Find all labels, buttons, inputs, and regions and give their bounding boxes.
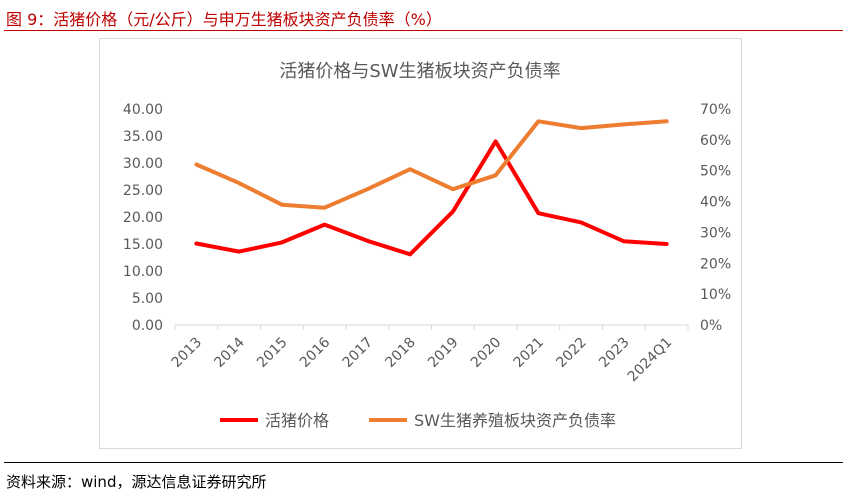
data-point-ratio <box>494 173 498 177</box>
y-left-tick-label: 35.00 <box>123 129 163 145</box>
x-tick-label: 2020 <box>468 334 505 371</box>
top-divider <box>4 30 843 31</box>
x-tick-label: 2013 <box>169 334 206 371</box>
data-point-ratio <box>194 163 198 167</box>
legend-label-ratio: SW生猪养殖板块资产负债率 <box>414 411 616 430</box>
data-point-price <box>579 220 583 224</box>
data-point-price <box>494 139 498 143</box>
x-tick-label: 2017 <box>340 334 377 371</box>
bottom-divider <box>4 462 843 463</box>
y-right-tick-label: 70% <box>700 102 731 118</box>
data-point-price <box>237 250 241 254</box>
legend: 活猪价格 SW生猪养殖板块资产负债率 <box>220 411 616 430</box>
data-point-price <box>323 223 327 227</box>
y-left-tick-label: 25.00 <box>123 183 163 199</box>
data-point-ratio <box>622 122 626 126</box>
x-tick-label: 2023 <box>596 334 633 371</box>
y-right-tick-label: 50% <box>700 164 731 180</box>
x-tick-label: 2018 <box>382 334 419 371</box>
series-line-price <box>194 139 669 257</box>
data-point-ratio <box>451 187 455 191</box>
y-left-tick-label: 15.00 <box>123 237 163 253</box>
data-point-ratio <box>365 187 369 191</box>
data-point-price <box>451 210 455 214</box>
line-chart: 活猪价格与SW生猪板块资产负债率 2013 2014 2015 2016 2017 201… <box>123 61 731 430</box>
data-point-price <box>665 242 669 246</box>
series-line-ratio <box>194 119 669 210</box>
x-tick-label: 2024Q1 <box>625 334 676 385</box>
data-point-price <box>408 252 412 256</box>
x-tick-label: 2021 <box>511 334 548 371</box>
y-left-tick-label: 40.00 <box>123 102 163 118</box>
data-point-ratio <box>665 119 669 123</box>
x-tick-label: 2016 <box>297 334 334 371</box>
data-point-price <box>194 241 198 245</box>
data-point-ratio <box>237 181 241 185</box>
chart-container: 活猪价格与SW生猪板块资产负债率 2013 2014 2015 2016 2017 201… <box>99 38 742 449</box>
legend-label-price: 活猪价格 <box>265 411 329 430</box>
y-right-tick-label: 20% <box>700 256 731 272</box>
data-point-ratio <box>408 167 412 171</box>
data-point-ratio <box>536 119 540 123</box>
series-lines <box>194 119 669 257</box>
chart-title: 活猪价格与SW生猪板块资产负债率 <box>279 61 560 82</box>
data-point-ratio <box>579 126 583 130</box>
y-right-tick-label: 10% <box>700 287 731 303</box>
y-left-tick-label: 20.00 <box>123 210 163 226</box>
y-left-tick-label: 0.00 <box>132 318 163 334</box>
y-left-tick-label: 10.00 <box>123 264 163 280</box>
x-tick-label: 2019 <box>425 334 462 371</box>
data-point-price <box>365 239 369 243</box>
y-right-tick-label: 30% <box>700 225 731 241</box>
data-point-ratio <box>323 206 327 210</box>
y-right-tick-label: 60% <box>700 133 731 149</box>
x-tick-label: 2022 <box>553 334 590 371</box>
y-right-tick-label: 0% <box>700 318 722 334</box>
figure-title: 图 9：活猪价格（元/公斤）与申万生猪板块资产负债率（%） <box>6 10 442 29</box>
y-left-tick-label: 5.00 <box>132 291 163 307</box>
data-point-price <box>536 211 540 215</box>
data-point-ratio <box>280 203 284 207</box>
x-tick-label: 2014 <box>211 334 248 371</box>
x-tick-label: 2015 <box>254 334 291 371</box>
source-note: 资料来源：wind，源达信息证券研究所 <box>6 473 267 491</box>
y-left-tick-label: 30.00 <box>123 156 163 172</box>
y-right-tick-label: 40% <box>700 195 731 211</box>
data-point-price <box>622 239 626 243</box>
data-point-price <box>280 240 284 244</box>
